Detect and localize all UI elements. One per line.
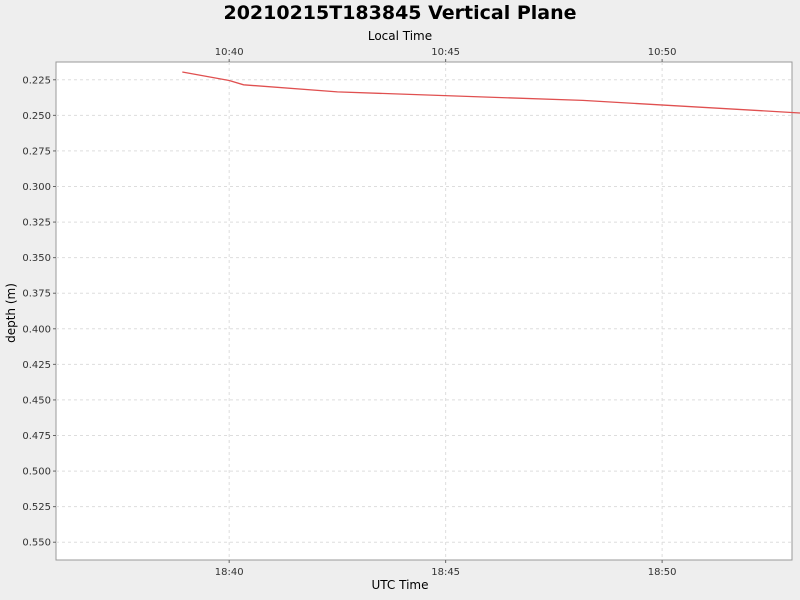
x-tick-label-local: 10:45 — [431, 47, 460, 58]
x-axis-utc: 18:4018:4518:5018:5519:0019:0519:1019:15… — [215, 560, 677, 578]
y-tick-label: 0.275 — [22, 146, 51, 157]
y-tick-label: 0.400 — [22, 324, 51, 335]
grid-lines — [56, 62, 792, 560]
y-tick-label: 0.525 — [22, 502, 51, 513]
y-tick-label: 0.325 — [22, 218, 51, 229]
top-axis-title: Local Time — [367, 29, 433, 43]
y-tick-label: 0.475 — [22, 431, 51, 442]
x-axis-local: 10:4010:4510:5010:5511:0011:0511:1011:15… — [215, 47, 677, 62]
bottom-axis-title: UTC Time — [371, 578, 429, 592]
y-tick-label: 0.450 — [22, 395, 51, 406]
y-tick-label: 0.375 — [22, 289, 51, 300]
y-axis: 0.225 0.250 0.275 0.300 0.325 0.350 0.375 0.400… — [22, 75, 56, 549]
y-tick-label: 0.550 — [22, 538, 51, 549]
x-tick-label-utc: 18:40 — [215, 567, 244, 578]
x-tick-label-local: 10:50 — [648, 47, 677, 58]
x-tick-label-local: 10:40 — [215, 47, 244, 58]
chart-title: 20210215T183845 Vertical Plane — [223, 2, 577, 24]
series-group — [182, 71, 800, 114]
y-tick-label: 0.500 — [22, 467, 51, 478]
x-tick-label-utc: 18:50 — [648, 567, 677, 578]
y-tick-label: 0.250 — [22, 111, 51, 122]
y-tick-label: 0.350 — [22, 253, 51, 264]
depth-series-line — [182, 71, 800, 114]
x-tick-label-utc: 18:45 — [431, 567, 460, 578]
y-tick-label: 0.300 — [22, 182, 51, 193]
y-tick-label: 0.425 — [22, 360, 51, 371]
y-tick-label: 0.225 — [22, 75, 51, 86]
plot-area — [55, 61, 793, 561]
